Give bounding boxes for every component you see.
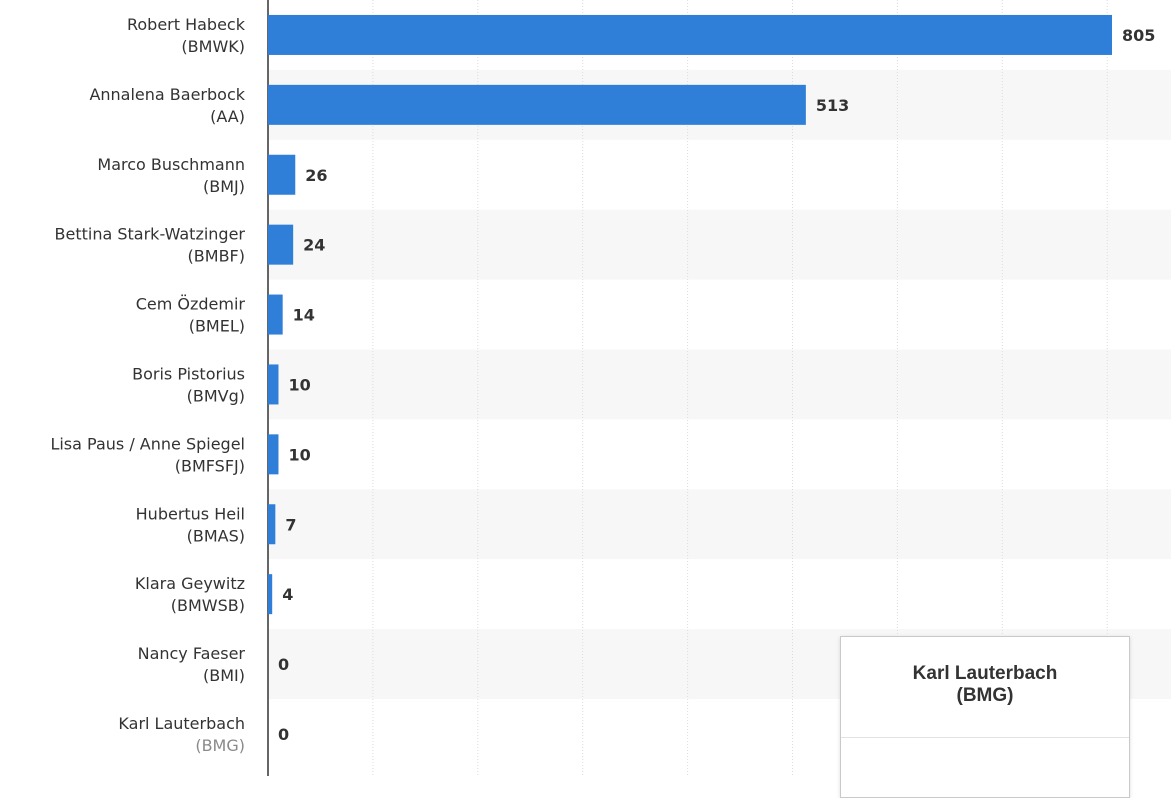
bar <box>268 364 279 405</box>
bar <box>268 14 1112 55</box>
tooltip-title-ministry: (BMG) <box>956 685 1014 706</box>
bar <box>268 434 279 475</box>
bar-chart: Robert Habeck (BMWK) 805 Annalena Baerbock (… <box>50 0 1171 776</box>
hover-tooltip: Karl Lauterbach (BMG) <box>840 636 1130 798</box>
category-label-name: Boris Pistorius <box>132 364 245 383</box>
data-label: 805 <box>1122 26 1155 45</box>
bar <box>268 84 806 125</box>
bar <box>268 504 276 545</box>
tooltip-title: Karl Lauterbach (BMG) <box>841 663 1129 707</box>
category-label-ministry: (BMJ) <box>203 177 245 196</box>
data-label: 10 <box>288 445 310 464</box>
category-label-ministry: (BMBF) <box>188 247 245 266</box>
category-label-name: Klara Geywitz <box>135 574 245 593</box>
category-label-ministry: (BMG) <box>195 736 245 755</box>
category-label-name: Hubertus Heil <box>136 504 245 523</box>
category-label-name: Bettina Stark-Watzinger <box>55 225 246 244</box>
bar <box>268 154 296 195</box>
tooltip-divider <box>841 737 1129 738</box>
category-label-name: Robert Habeck <box>127 15 246 34</box>
category-label-name: Marco Buschmann <box>97 155 245 174</box>
category-label-ministry: (BMAS) <box>187 526 245 545</box>
row-band <box>268 209 1171 280</box>
category-label-name: Lisa Paus / Anne Spiegel <box>50 434 245 453</box>
row-band <box>268 349 1171 420</box>
bar <box>268 574 273 615</box>
data-label: 0 <box>278 725 289 744</box>
data-label: 4 <box>282 585 293 604</box>
category-label-ministry: (BMVg) <box>187 386 245 405</box>
tooltip-title-name: Karl Lauterbach <box>912 663 1058 684</box>
category-label-name: Annalena Baerbock <box>89 85 245 104</box>
data-label: 10 <box>288 375 310 394</box>
category-label-name: Cem Özdemir <box>136 295 246 314</box>
category-label-ministry: (AA) <box>210 107 245 126</box>
category-label-ministry: (BMI) <box>203 666 245 685</box>
data-label: 7 <box>285 515 296 534</box>
data-label: 26 <box>305 166 327 185</box>
category-label-ministry: (BMFSFJ) <box>175 456 245 475</box>
data-label: 14 <box>293 306 315 325</box>
category-label-name: Nancy Faeser <box>138 644 246 663</box>
bar <box>268 224 294 265</box>
category-label-ministry: (BMWK) <box>181 37 245 56</box>
category-label-ministry: (BMWSB) <box>171 596 245 615</box>
data-label: 513 <box>816 96 849 115</box>
category-label-ministry: (BMEL) <box>189 317 245 336</box>
data-label: 0 <box>278 655 289 674</box>
category-label-name: Karl Lauterbach <box>118 714 245 733</box>
bar <box>268 294 283 335</box>
data-label: 24 <box>303 236 325 255</box>
row-band <box>268 489 1171 560</box>
